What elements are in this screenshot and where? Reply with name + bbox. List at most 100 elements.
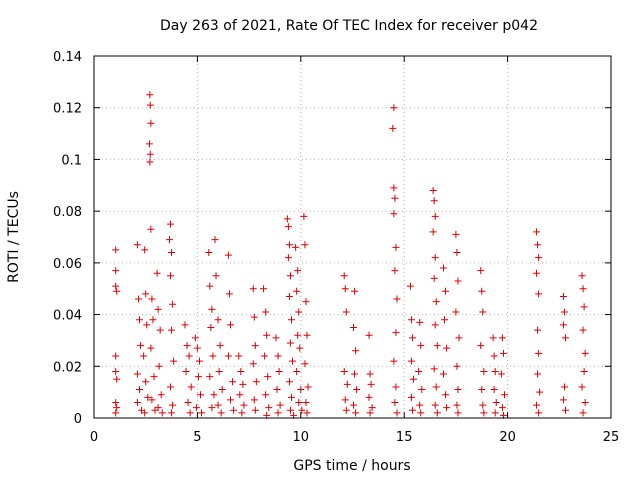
data-point: [431, 212, 439, 220]
data-point: [303, 331, 311, 339]
data-point: [225, 290, 233, 298]
data-point: [579, 326, 587, 334]
data-point: [580, 303, 588, 311]
y-tick-label: 0.08: [53, 205, 82, 220]
chart-title: Day 263 of 2021, Rate Of TEC Index for r…: [160, 18, 538, 34]
data-point: [533, 228, 541, 236]
data-point: [340, 367, 348, 375]
data-point: [296, 344, 304, 352]
data-point: [453, 401, 461, 409]
data-point: [252, 378, 260, 386]
data-point: [478, 287, 486, 295]
data-point: [559, 292, 567, 300]
data-point: [209, 352, 217, 360]
data-point: [479, 308, 487, 316]
data-point: [455, 334, 463, 342]
data-point: [272, 334, 280, 342]
data-point: [579, 285, 587, 293]
x-tick-label: 25: [603, 430, 620, 445]
data-point: [431, 401, 439, 409]
data-point: [340, 272, 348, 280]
data-point: [578, 272, 586, 280]
data-point: [301, 360, 309, 368]
data-point: [147, 119, 155, 127]
y-tick-label: 0.12: [53, 102, 82, 117]
data-point: [391, 267, 399, 275]
data-point: [452, 308, 460, 316]
data-point: [294, 267, 302, 275]
data-point: [453, 362, 461, 370]
data-point: [365, 331, 373, 339]
data-point: [352, 347, 360, 355]
data-point: [113, 404, 121, 412]
data-point: [181, 321, 189, 329]
data-point: [443, 404, 451, 412]
data-point: [169, 300, 177, 308]
data-point: [534, 241, 542, 249]
data-point: [408, 406, 416, 414]
data-point: [274, 409, 282, 417]
data-point: [193, 344, 201, 352]
data-point: [142, 378, 150, 386]
data-point: [416, 318, 424, 326]
data-point: [408, 334, 416, 342]
data-point: [432, 298, 440, 306]
data-point: [297, 386, 305, 394]
data-point: [390, 104, 398, 112]
data-point: [215, 367, 223, 375]
data-point: [194, 373, 202, 381]
data-point: [536, 388, 544, 396]
data-point: [146, 101, 154, 109]
data-point: [148, 396, 156, 404]
data-point: [251, 342, 259, 350]
data-point: [260, 285, 268, 293]
x-tick-label: 0: [90, 430, 98, 445]
data-point: [439, 370, 447, 378]
data-point: [304, 383, 312, 391]
data-point: [262, 391, 270, 399]
data-point: [212, 272, 220, 280]
data-point: [113, 287, 121, 295]
data-point: [154, 305, 162, 313]
data-point: [148, 295, 156, 303]
x-tick-label: 5: [193, 430, 201, 445]
data-point: [407, 357, 415, 365]
data-point: [217, 409, 225, 417]
data-point: [112, 367, 120, 375]
data-point: [154, 404, 162, 412]
data-point: [142, 290, 150, 298]
data-point: [302, 298, 310, 306]
data-point: [143, 321, 151, 329]
data-point: [303, 409, 311, 417]
data-point: [287, 393, 295, 401]
data-point: [534, 326, 542, 334]
data-point: [191, 334, 199, 342]
data-point: [390, 184, 398, 192]
data-point: [533, 401, 541, 409]
data-point: [433, 342, 441, 350]
data-point: [156, 326, 164, 334]
data-point: [415, 367, 423, 375]
data-point: [135, 386, 143, 394]
data-point: [298, 406, 306, 414]
data-point: [158, 409, 166, 417]
data-point: [214, 401, 222, 409]
data-point: [206, 282, 214, 290]
data-point: [214, 316, 222, 324]
data-point: [391, 398, 399, 406]
data-point: [146, 91, 154, 99]
data-point: [237, 367, 245, 375]
data-point: [560, 383, 568, 391]
x-tick-label: 20: [499, 430, 516, 445]
data-point: [430, 365, 438, 373]
data-point: [350, 324, 358, 331]
data-point: [137, 342, 145, 350]
data-point: [134, 295, 142, 303]
data-point: [146, 158, 154, 166]
x-tick-labels: 0 5 10 15 20 25: [90, 430, 619, 445]
data-point: [480, 367, 488, 375]
data-point: [133, 398, 141, 406]
data-point: [276, 401, 284, 409]
x-axis-label: GPS time / hours: [293, 458, 410, 474]
data-point: [560, 308, 568, 316]
